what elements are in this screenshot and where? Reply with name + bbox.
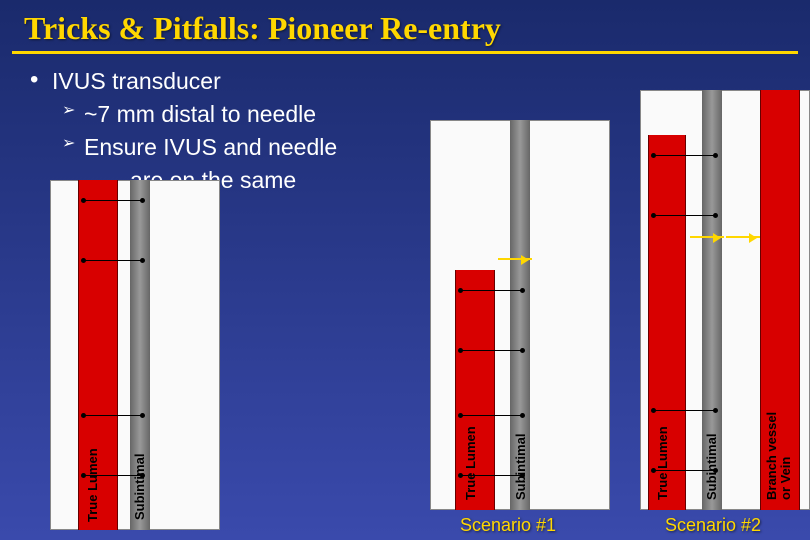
strut	[459, 415, 524, 416]
arrow-icon	[726, 236, 760, 238]
strut	[82, 200, 144, 201]
arrow-icon	[690, 236, 724, 238]
subintimal-label: Subintimal	[513, 434, 528, 500]
branch-label-b: or Vein	[778, 457, 793, 500]
title-underline	[12, 51, 798, 54]
content-area: • IVUS transducer ➢ ~7 mm distal to need…	[0, 60, 810, 540]
true-lumen-label: True Lumen	[463, 426, 478, 500]
scenario-2-label: Scenario #2	[665, 515, 761, 536]
true-lumen-label: True Lumen	[655, 426, 670, 500]
branch-vessel-label: Branch vessel or Vein	[765, 412, 792, 500]
strut	[82, 260, 144, 261]
strut	[652, 155, 717, 156]
true-lumen-label: True Lumen	[85, 448, 100, 522]
scenario-1-label: Scenario #1	[460, 515, 556, 536]
strut	[652, 215, 717, 216]
subintimal-label: Subintimal	[132, 454, 147, 520]
strut	[652, 410, 717, 411]
strut	[459, 350, 524, 351]
page-title: Tricks & Pitfalls: Pioneer Re-entry	[0, 0, 810, 47]
diagram-area: True Lumen Subintimal True Lumen Subinti…	[0, 60, 810, 540]
subintimal-label: Subintimal	[704, 434, 719, 500]
strut	[459, 290, 524, 291]
strut	[82, 415, 144, 416]
arrow-icon	[498, 258, 532, 260]
